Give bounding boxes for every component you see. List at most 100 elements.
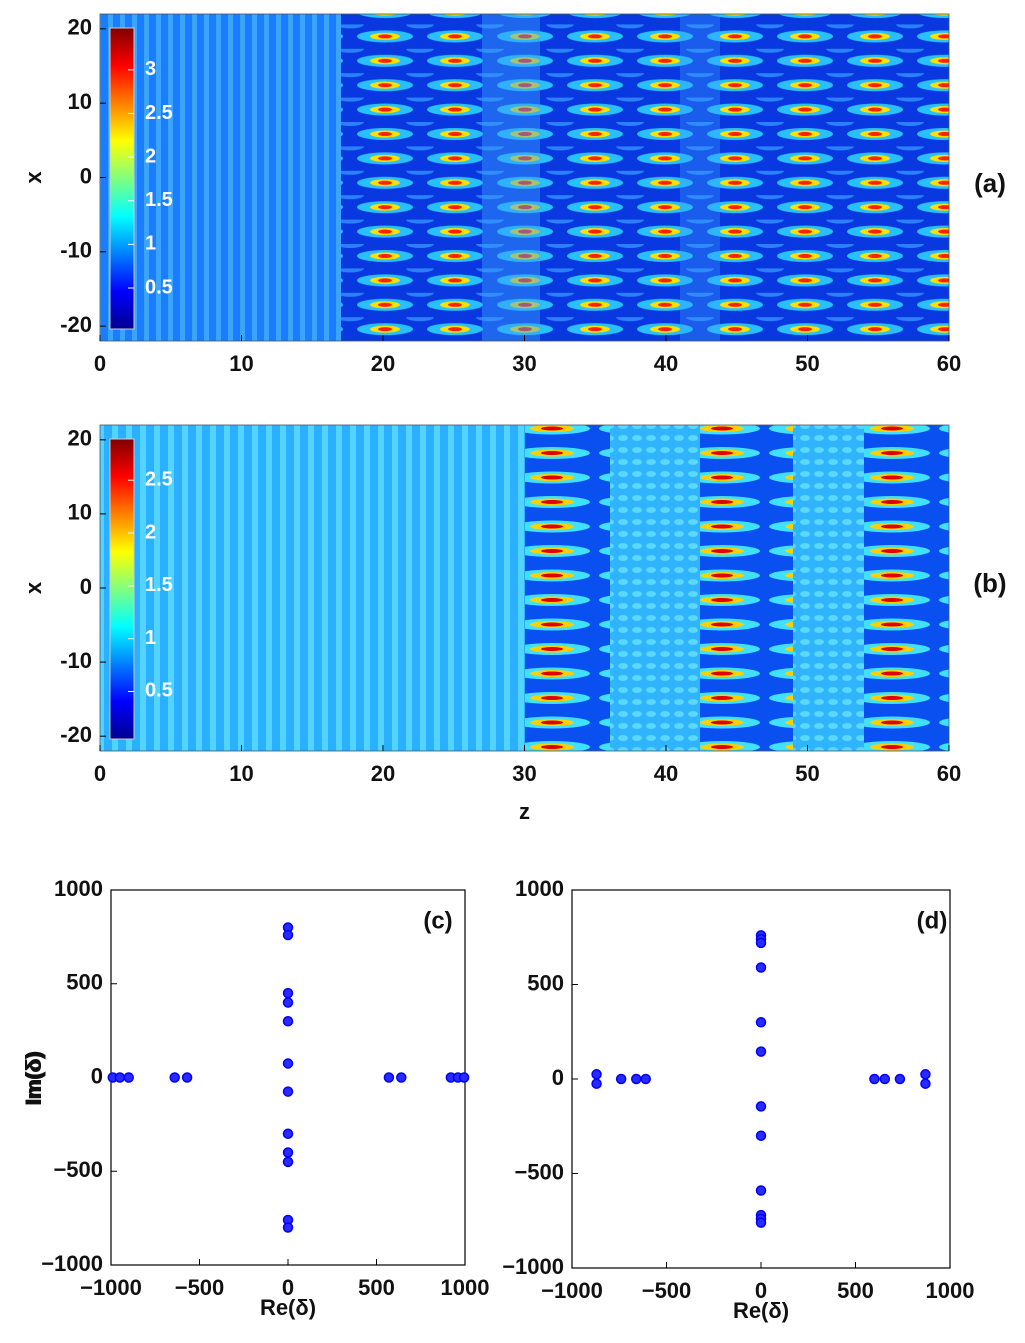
colorbar-tick-label: 0.5 [145,680,173,702]
point [282,1156,294,1168]
point [640,1073,651,1085]
y-tick-label: 0 [80,574,92,599]
x-tick-label: 10 [229,761,253,786]
x-tick-label: 60 [937,351,961,376]
y-tick-label: 1000 [54,876,103,901]
x-tick-label: 30 [512,351,536,376]
point [631,1073,642,1085]
point [920,1069,931,1080]
x-tick-label: 0 [755,1278,767,1303]
y-tick-label: -20 [60,722,92,747]
y-tick-label: 500 [527,970,564,995]
point [755,1130,767,1141]
y-tick-label: -20 [60,312,92,337]
y-tick-label: 0 [80,163,92,188]
x-tick-label: 0 [94,761,106,786]
x-axis-label: Re(δ) [733,1298,789,1323]
point [591,1069,602,1080]
colorbar-tick-label: 1.5 [145,574,173,596]
y-tick-label: 10 [68,89,92,114]
colorbar [109,27,135,330]
colorbar-tick-label: 1.5 [145,189,173,211]
y-tick-label: 0 [552,1065,564,1090]
x-tick-label: 1000 [926,1278,975,1303]
point [755,1101,767,1112]
x-tick-label: −1000 [541,1278,603,1303]
x-tick-label: 60 [937,761,961,786]
annotation: (d) [917,907,948,934]
point [591,1078,602,1089]
point [282,1222,294,1233]
heatmap-b-image [100,425,949,751]
point [755,1185,767,1196]
y-tick-label: 500 [66,970,103,995]
point [920,1078,931,1089]
point [755,937,767,949]
x-axis-label: z [519,799,530,824]
point [755,962,767,973]
x-tick-label: −1000 [80,1275,142,1300]
y-axis-label: Im(δ) [21,1052,46,1106]
point [123,1072,134,1083]
x-tick-label: 40 [654,351,678,376]
annotation: (b) [973,568,1006,598]
x-tick-label: 500 [837,1278,874,1303]
colorbar-tick-label: 1 [145,233,156,255]
x-tick-label: 10 [229,351,253,376]
y-tick-label: 1000 [515,876,564,901]
colorbar [109,438,135,740]
x-tick-label: 40 [654,761,678,786]
point [282,987,294,999]
plot-frame [110,889,466,1266]
point [755,1046,767,1057]
point [894,1073,906,1085]
colorbar-tick-label: 1 [145,627,156,649]
annotation: (c) [423,907,452,934]
y-tick-label: −1000 [502,1254,564,1279]
colorbar-tick-label: 3 [145,58,156,80]
point [282,997,294,1008]
x-tick-label: 50 [795,761,819,786]
point [879,1073,891,1085]
point [114,1072,126,1083]
x-tick-label: −500 [175,1275,225,1300]
point [169,1072,180,1083]
y-tick-label: −500 [53,1157,103,1182]
y-axis-label: Im(δ) [21,1051,46,1105]
point [282,1147,294,1158]
x-tick-label: 0 [94,351,106,376]
annotation: (a) [974,168,1006,198]
y-tick-label: 20 [68,426,92,451]
point [383,1072,395,1083]
x-axis-label: Re(δ) [260,1295,316,1320]
x-tick-label: 500 [358,1275,395,1300]
colorbar-tick-label: 0.5 [145,276,173,298]
colorbar-tick-label: 2 [145,521,156,543]
x-tick-label: 1000 [441,1275,490,1300]
point [282,1128,294,1139]
x-tick-label: 20 [371,761,395,786]
x-tick-label: −500 [642,1278,692,1303]
colorbar-tick-label: 2.5 [145,468,173,490]
y-tick-label: 0 [91,1063,103,1088]
point [869,1073,880,1085]
point [396,1072,407,1083]
point [282,1016,294,1027]
point [282,1086,294,1097]
y-tick-label: 10 [68,500,92,525]
x-tick-label: 20 [371,351,395,376]
colorbar-tick-label: 2 [145,145,156,167]
y-tick-label: -10 [60,238,92,263]
y-tick-label: −1000 [41,1251,103,1276]
point [282,929,294,941]
x-tick-label: 50 [795,351,819,376]
point [755,1217,767,1228]
y-tick-label: −500 [514,1159,564,1184]
x-tick-label: 30 [512,761,536,786]
y-tick-label: -10 [60,648,92,673]
point [615,1073,627,1085]
point [755,1017,767,1028]
y-tick-label: 20 [68,15,92,40]
point [282,1058,294,1069]
x-tick-label: 0 [282,1275,294,1300]
